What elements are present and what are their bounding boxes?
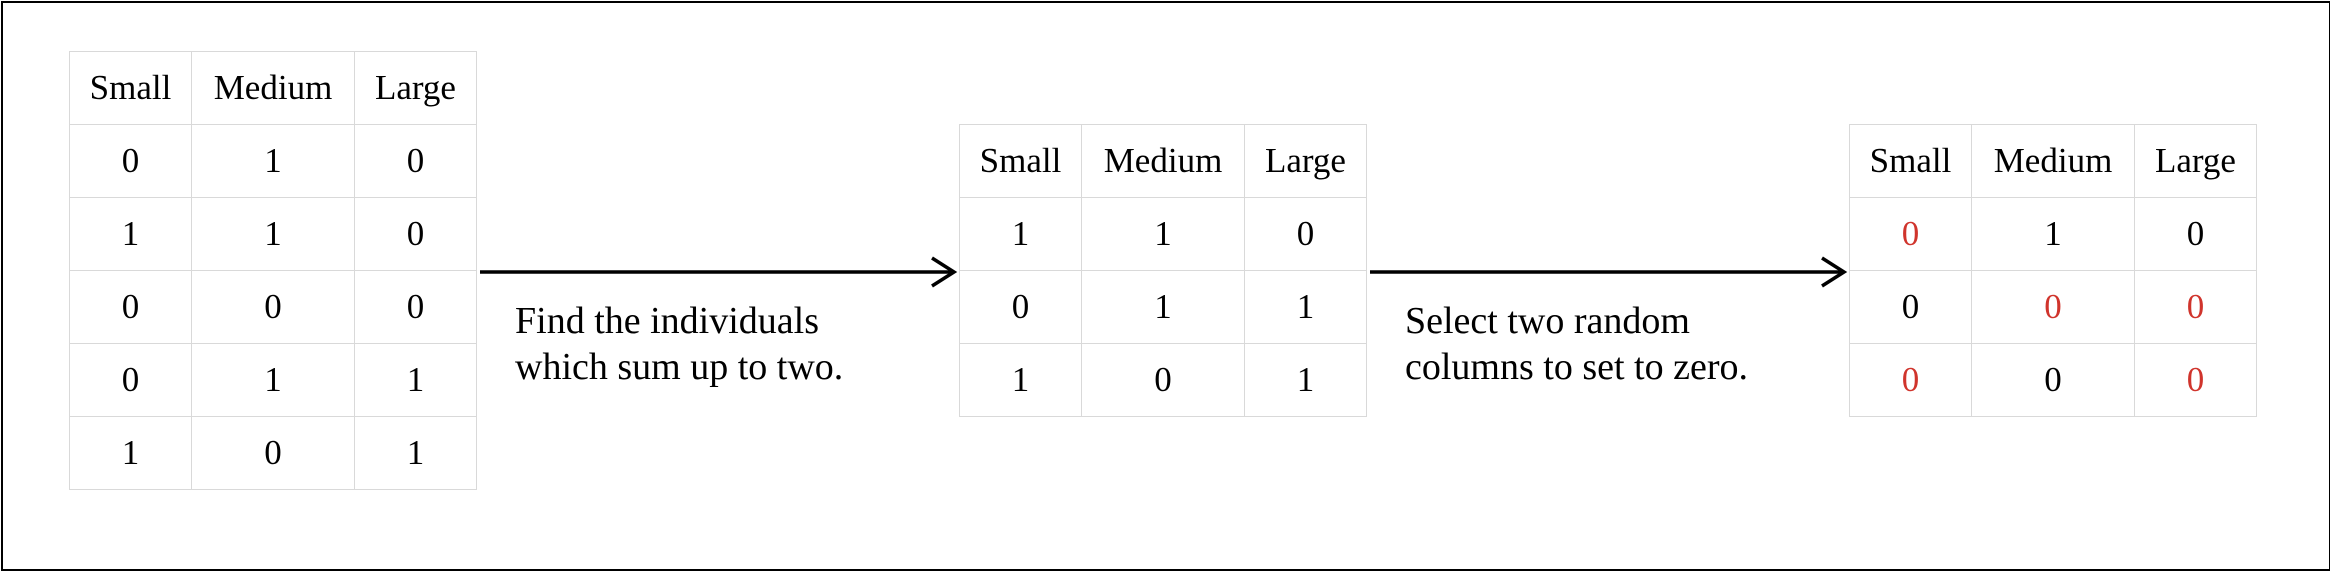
- header-medium: Medium: [191, 51, 355, 125]
- cell: 0: [69, 343, 192, 417]
- table-row: 0 1 1: [959, 270, 1367, 344]
- cell: 0: [1081, 343, 1245, 417]
- caption-filter-step: Find the individuals which sum up to two…: [515, 298, 843, 390]
- right-arrow-icon: [480, 256, 958, 288]
- caption-line: Select two random: [1405, 300, 1690, 342]
- cell: 1: [959, 343, 1082, 417]
- cell: 1: [1244, 343, 1367, 417]
- cell: 0: [2134, 197, 2257, 271]
- cell: 0: [1971, 343, 2135, 417]
- table-row: 1 1 0: [69, 197, 477, 271]
- cell: 1: [959, 197, 1082, 271]
- table-row: 1 1 0: [959, 197, 1367, 271]
- table-mutated-individuals: Small Medium Large 0 1 0 0 0 0 0 0 0: [1849, 124, 2257, 417]
- table-row: 0 0 0: [1849, 270, 2257, 344]
- table-row: 0 1 0: [69, 124, 477, 198]
- cell: 1: [191, 197, 355, 271]
- cell: 1: [1244, 270, 1367, 344]
- header-small: Small: [959, 124, 1082, 198]
- caption-mutation-step: Select two random columns to set to zero…: [1405, 298, 1748, 390]
- header-large: Large: [354, 51, 477, 125]
- table-row: 0 1 1: [69, 343, 477, 417]
- table-row: 0 1 0: [1849, 197, 2257, 271]
- cell: 0: [1849, 197, 1972, 271]
- cell: 0: [69, 124, 192, 198]
- cell: 0: [191, 416, 355, 490]
- cell: 1: [354, 416, 477, 490]
- table-row: 1 0 1: [959, 343, 1367, 417]
- cell: 0: [1849, 343, 1972, 417]
- table-row: 0 0 0: [69, 270, 477, 344]
- cell: 1: [69, 197, 192, 271]
- header-small: Small: [69, 51, 192, 125]
- cell: 0: [959, 270, 1082, 344]
- caption-line: columns to set to zero.: [1405, 346, 1748, 388]
- cell: 1: [1081, 197, 1245, 271]
- table-row: 1 0 1: [69, 416, 477, 490]
- header-small: Small: [1849, 124, 1972, 198]
- cell: 0: [354, 197, 477, 271]
- header-row: Small Medium Large: [69, 51, 477, 125]
- cell: 0: [2134, 343, 2257, 417]
- cell: 1: [191, 124, 355, 198]
- cell: 0: [191, 270, 355, 344]
- cell: 0: [354, 124, 477, 198]
- cell: 1: [1081, 270, 1245, 344]
- caption-line: which sum up to two.: [515, 346, 844, 388]
- header-medium: Medium: [1971, 124, 2135, 198]
- cell: 0: [1244, 197, 1367, 271]
- cell: 1: [191, 343, 355, 417]
- cell: 0: [69, 270, 192, 344]
- header-row: Small Medium Large: [959, 124, 1367, 198]
- right-arrow-icon: [1370, 256, 1848, 288]
- header-medium: Medium: [1081, 124, 1245, 198]
- cell: 0: [2134, 270, 2257, 344]
- header-row: Small Medium Large: [1849, 124, 2257, 198]
- cell: 1: [69, 416, 192, 490]
- header-large: Large: [2134, 124, 2257, 198]
- table-selected-individuals: Small Medium Large 1 1 0 0 1 1 1 0 1: [959, 124, 1367, 417]
- table-row: 0 0 0: [1849, 343, 2257, 417]
- cell: 0: [1971, 270, 2135, 344]
- cell: 1: [354, 343, 477, 417]
- cell: 0: [354, 270, 477, 344]
- cell: 1: [1971, 197, 2135, 271]
- header-large: Large: [1244, 124, 1367, 198]
- cell: 0: [1849, 270, 1972, 344]
- caption-line: Find the individuals: [515, 300, 819, 342]
- table-all-individuals: Small Medium Large 0 1 0 1 1 0 0 0 0 0 1…: [69, 51, 477, 490]
